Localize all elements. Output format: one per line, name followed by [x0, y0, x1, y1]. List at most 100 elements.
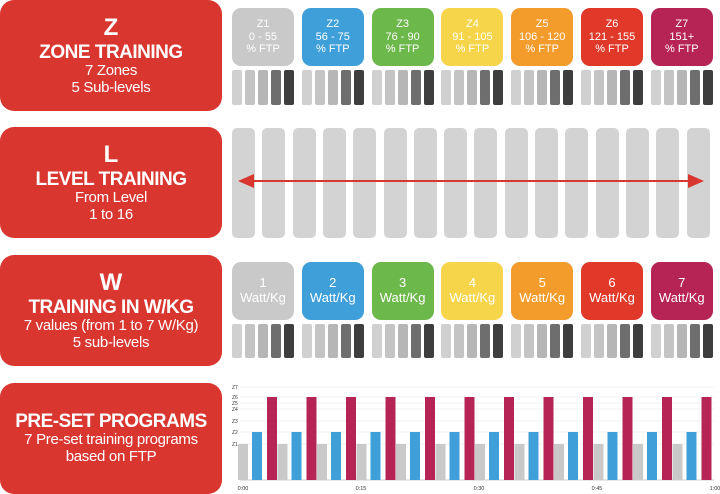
program-bar — [633, 444, 643, 480]
zone-range: 121 - 155 — [588, 30, 636, 43]
zone-tile: Z2 56 - 75% FTP — [301, 8, 364, 66]
level-bar — [413, 128, 437, 238]
zone-tile: Z1 0 - 55% FTP — [232, 8, 294, 66]
x-label: 0:00 — [238, 486, 249, 492]
sub-level-bar — [410, 70, 421, 105]
zone-name: Z3 — [396, 18, 410, 31]
program-bar — [449, 432, 460, 480]
program-bar — [464, 397, 475, 480]
sub-level-bar — [537, 324, 548, 358]
sub-level-bar — [271, 70, 281, 105]
program-bar — [672, 444, 683, 480]
program-bar — [489, 432, 499, 480]
sub-level-bar — [537, 70, 548, 105]
wkg-value: 2 — [329, 275, 337, 291]
wkg-value: 3 — [398, 275, 407, 291]
sub-level-bar — [410, 324, 421, 358]
program-bar — [277, 444, 288, 480]
program-bar — [504, 397, 514, 480]
sub-level-bar — [384, 324, 395, 358]
program-bar — [514, 444, 525, 480]
zone-unit: % FTP — [246, 43, 280, 56]
sub-level-bar — [633, 324, 643, 358]
program-bar — [622, 397, 633, 480]
sub-level-bar — [563, 324, 574, 358]
program-bar — [475, 444, 485, 480]
sub-level-bar — [563, 70, 574, 105]
zone-range: 151+ — [669, 30, 695, 43]
program-bar — [396, 444, 406, 480]
level-bar — [504, 128, 528, 238]
sub-level-bar — [327, 70, 338, 105]
section-title: TRAINING IN W/KG — [28, 296, 194, 318]
x-label: 0:30 — [474, 486, 485, 492]
sub-level-bar — [232, 324, 242, 358]
zone-range: 56 - 75 — [315, 30, 350, 43]
section-text: 5 sub-levels — [72, 333, 150, 351]
sub-level-bar — [702, 324, 713, 358]
sub-level-bar — [493, 324, 504, 358]
y-label: Z7 — [232, 385, 238, 391]
y-label: Z4 — [232, 407, 238, 413]
wkg-unit: Watt/Kg — [658, 290, 705, 305]
sub-level-bar — [650, 324, 661, 358]
program-bar — [593, 444, 604, 480]
sub-level-bar — [397, 70, 408, 105]
sub-level-bar — [301, 324, 312, 358]
sub-level-bar — [676, 70, 687, 105]
zone-name: Z5 — [535, 18, 549, 31]
program-bar — [435, 444, 446, 480]
y-label: Z5 — [232, 401, 238, 407]
sub-level-bar — [581, 70, 591, 105]
sub-level-bar — [353, 324, 364, 358]
zone-name: Z6 — [605, 18, 619, 31]
level-bar — [565, 128, 589, 238]
sub-level-bar — [353, 70, 364, 105]
program-bar — [568, 432, 578, 480]
program-bar — [543, 397, 554, 480]
program-bar — [662, 397, 672, 480]
sub-level-bar — [397, 324, 408, 358]
sub-level-bar — [258, 324, 268, 358]
section-letter: Z — [103, 13, 119, 41]
sub-level-bar — [454, 70, 465, 105]
program-bar — [267, 397, 277, 480]
zone-unit: % FTP — [455, 43, 490, 56]
section-panel: Z ZONE TRAINING 7 Zones 5 Sub-levels — [0, 0, 222, 111]
sub-level-bar — [550, 324, 561, 358]
sub-level-bar — [423, 70, 434, 105]
sub-level-bar — [284, 324, 294, 358]
y-label: Z2 — [232, 430, 238, 436]
program-bar — [346, 397, 356, 480]
sub-level-bar — [702, 70, 713, 105]
zone-unit: % FTP — [525, 43, 559, 56]
sub-level-bar — [581, 324, 591, 358]
y-label: Z3 — [232, 419, 238, 425]
wkg-value: 6 — [608, 275, 616, 291]
sub-level-bar — [371, 70, 382, 105]
program-bar — [607, 432, 618, 480]
sub-level-bar — [384, 70, 395, 105]
zone-name: Z2 — [326, 18, 340, 31]
sub-level-bar — [550, 70, 561, 105]
zone-tile: Z5 106 - 120% FTP — [511, 8, 574, 66]
sub-level-bar — [480, 324, 491, 358]
wkg-tile: 1 Watt/Kg — [232, 262, 294, 320]
sub-level-bar — [633, 70, 643, 105]
sub-level-bar — [493, 70, 504, 105]
sub-level-bar — [524, 70, 535, 105]
level-bar — [595, 128, 619, 238]
program-bar — [252, 432, 262, 480]
zone-tile: Z7 151+% FTP — [650, 8, 713, 66]
program-bar — [331, 432, 341, 480]
sub-level-bar — [689, 324, 700, 358]
section-text: 7 values (from 1 to 7 W/Kg) — [23, 316, 199, 334]
section-text: 7 Zones — [84, 61, 138, 79]
sub-level-bar — [467, 70, 478, 105]
program-bar — [385, 397, 396, 480]
wkg-tile: 6 Watt/Kg — [581, 262, 643, 320]
program-bar — [701, 397, 712, 480]
level-bar — [383, 128, 407, 238]
